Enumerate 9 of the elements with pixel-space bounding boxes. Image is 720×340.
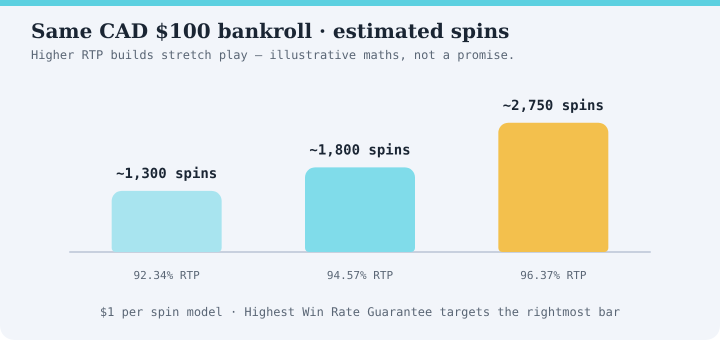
x-tick-label: 92.34% RTP (134, 269, 200, 282)
x-tick-label: 94.57% RTP (326, 269, 394, 282)
x-tick-label: 96.37% RTP (520, 269, 587, 282)
data-label: ~1,800 spins (309, 142, 411, 158)
chart-title: Same CAD $100 bankroll · estimated spins (31, 19, 510, 43)
data-label: ~2,750 spins (502, 98, 604, 114)
data-label: ~1,300 spins (116, 166, 218, 182)
text: $1 per spin model · Highest Win Rate Guarantee targets the rightmost bar (100, 305, 620, 319)
chart-subtitle: Higher RTP builds stretch play — illustrative maths, not a promise. (31, 48, 516, 62)
